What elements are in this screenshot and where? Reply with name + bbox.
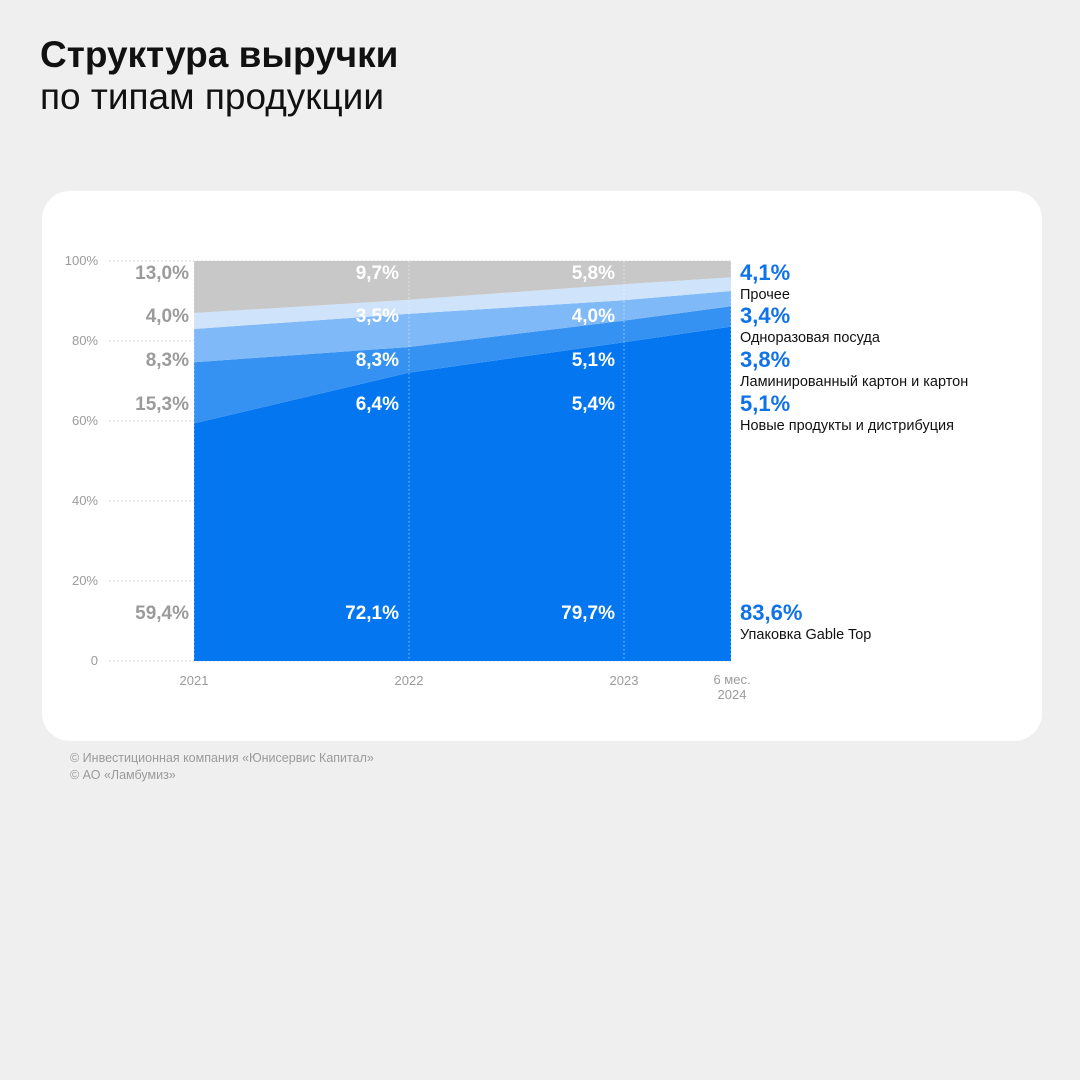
copyright-footer: © Инвестиционная компания «Юнисервис Кап…	[70, 750, 374, 784]
y-tick-label-100: 100%	[65, 253, 99, 268]
value-label-2024-series-4: 4,1%	[740, 260, 790, 285]
chart-card: 0 20% 40% 60% 80% 100% 2021 2022 2023 6 мес. 2024 5…	[42, 191, 1042, 741]
x-tick-label-1: 2022	[395, 673, 424, 688]
value-label-2022-series-3: 3,5%	[356, 306, 399, 327]
page-title: Структура выручки по типам продукции	[40, 34, 398, 118]
value-label-2024-series-2: 3,8%	[740, 347, 790, 372]
value-label-2022-series-4: 9,7%	[356, 263, 399, 284]
y-tick-label-20: 20%	[72, 573, 98, 588]
x-tick-label-3-line2: 2024	[718, 687, 747, 702]
value-label-2023-series-2: 5,1%	[572, 350, 615, 371]
y-tick-label-80: 80%	[72, 333, 98, 348]
area-series-2	[194, 291, 731, 363]
y-tick-label-60: 60%	[72, 413, 98, 428]
copyright-line-company: © Инвестиционная компания «Юнисервис Кап…	[70, 751, 374, 765]
copyright-line-issuer: © АО «Ламбумиз»	[70, 768, 176, 782]
x-tick-label-3-line1: 6 мес.	[713, 672, 750, 687]
value-label-2022-series-1: 6,4%	[356, 394, 399, 415]
series-name-label-4: Прочее	[740, 287, 790, 303]
value-label-2021-series-4: 13,0%	[135, 263, 189, 284]
value-label-2022-series-0: 72,1%	[345, 603, 399, 624]
value-label-2023-series-0: 79,7%	[561, 603, 615, 624]
value-label-2023-series-1: 5,4%	[572, 394, 615, 415]
y-tick-label-0: 0	[91, 653, 98, 668]
value-label-2021-series-2: 8,3%	[146, 350, 189, 371]
value-label-2024-series-1: 5,1%	[740, 391, 790, 416]
value-label-2023-series-3: 4,0%	[572, 306, 615, 327]
series-name-label-0: Упаковка Gable Top	[740, 627, 871, 643]
area-series-1	[194, 306, 731, 424]
area-series-4	[194, 261, 731, 313]
value-label-2022-series-2: 8,3%	[356, 350, 399, 371]
stacked-area-chart: 0 20% 40% 60% 80% 100% 2021 2022 2023 6 мес.2024 5…	[65, 253, 969, 702]
series-name-label-1: Новые продукты и дистрибуция	[740, 418, 954, 434]
value-label-2023-series-4: 5,8%	[572, 263, 615, 284]
area-series-3	[194, 277, 731, 329]
title-line-2: по типам продукции	[40, 76, 385, 117]
value-label-2024-series-3: 3,4%	[740, 303, 790, 328]
x-tick-label-0: 2021	[180, 673, 209, 688]
value-label-2021-series-1: 15,3%	[135, 394, 189, 415]
area-series-0	[194, 326, 731, 661]
value-label-2024-series-0: 83,6%	[740, 600, 802, 625]
series-name-label-3: Одноразовая посуда	[740, 330, 881, 346]
x-tick-label-2: 2023	[610, 673, 639, 688]
title-line-1: Структура выручки	[40, 34, 399, 75]
value-label-2021-series-0: 59,4%	[135, 603, 189, 624]
value-label-2021-series-3: 4,0%	[146, 306, 189, 327]
series-name-label-2: Ламинированный картон и картон	[740, 374, 968, 390]
y-tick-label-40: 40%	[72, 493, 98, 508]
